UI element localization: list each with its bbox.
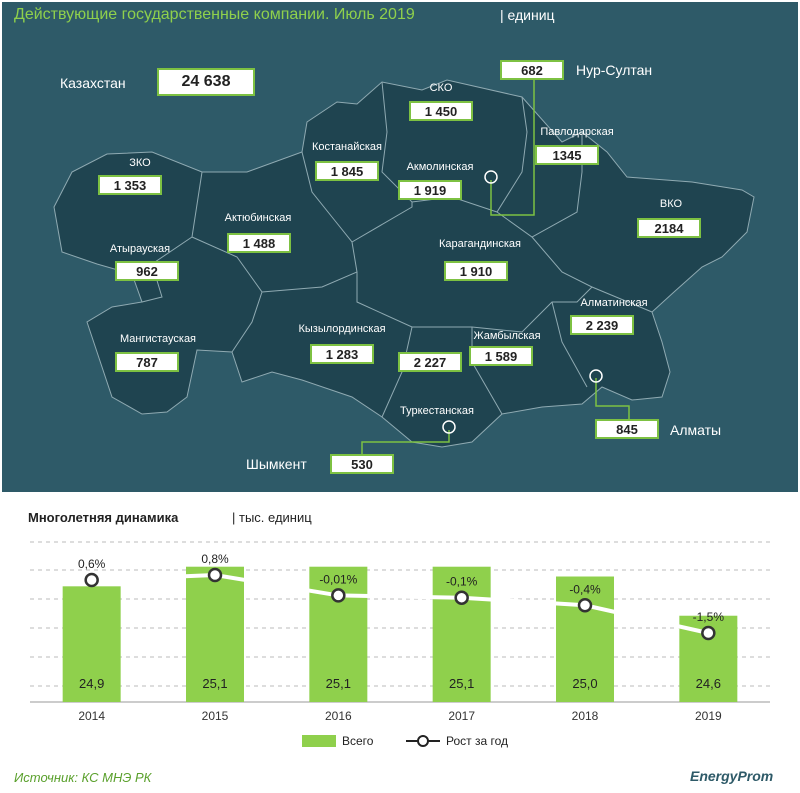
- region-name-atyrau: Атырауская: [109, 243, 171, 255]
- city-value-shymkent: 530: [330, 454, 394, 474]
- growth-point: [454, 590, 469, 605]
- x-tick-label: 2018: [572, 709, 599, 723]
- page-title: Действующие государственные компании. Ию…: [14, 6, 415, 23]
- growth-point: [207, 567, 223, 583]
- region-value-karaganda: 1 910: [444, 261, 508, 281]
- chart-unit: | тыс. единиц: [232, 510, 312, 525]
- region-value-atyrau: 962: [115, 261, 179, 281]
- region-name-kyzylorda: Кызылординская: [298, 323, 386, 335]
- bar-2014: [62, 586, 121, 702]
- growth-label: 0,8%: [201, 552, 229, 566]
- region-name-pavlodar: Павлодарская: [540, 126, 614, 138]
- bar-2017: [432, 566, 491, 702]
- region-value-zhambyl: 1 589: [469, 346, 533, 366]
- kazakhstan-map: [53, 79, 755, 457]
- region-value-aktobe: 1 488: [227, 233, 291, 253]
- region-value-akmola: 1 919: [398, 180, 462, 200]
- city-value-nur-sultan: 682: [500, 60, 564, 80]
- city-value-almaty: 845: [595, 419, 659, 439]
- region-value-turkestan: 2 227: [398, 352, 462, 372]
- growth-point: [577, 598, 593, 613]
- region-value-kyzylorda: 1 283: [310, 344, 374, 364]
- region-name-akmola: Акмолинская: [406, 161, 474, 173]
- bar-value-label: 24,9: [79, 676, 104, 691]
- region-name-turkestan: Туркестанская: [400, 405, 474, 417]
- growth-point: [84, 572, 99, 588]
- growth-point: [331, 588, 346, 603]
- region-name-almaty-region: Алматинская: [580, 297, 648, 309]
- region-name-aktobe: Актюбинская: [224, 212, 292, 224]
- page-unit: | единиц: [500, 7, 555, 23]
- city-name-almaty: Алматы: [670, 422, 722, 438]
- chart-title: Многолетняя динамика: [28, 510, 179, 525]
- chart-bars: 24,9 25,1 25,1 25,1 25,0 24,6: [62, 566, 738, 702]
- growth-label: -0,01%: [319, 572, 357, 586]
- region-borders: [131, 81, 653, 418]
- x-tick-label: 2014: [78, 709, 105, 723]
- x-tick-label: 2019: [695, 709, 722, 723]
- almaty-marker: [589, 369, 603, 383]
- city-name-nur-sultan: Нур-Султан: [576, 62, 653, 78]
- region-name-karaganda: Карагандинская: [439, 238, 521, 250]
- bar-value-label: 24,6: [696, 676, 721, 691]
- growth-label: 0,6%: [78, 557, 106, 571]
- chart-grid: [30, 541, 770, 703]
- x-tick-label: 2016: [325, 709, 352, 723]
- region-value-sko: 1 450: [409, 101, 473, 121]
- growth-label: -1,5%: [693, 610, 725, 624]
- region-value-vko: 2184: [637, 218, 701, 238]
- region-name-zhambyl: Жамбылская: [473, 330, 541, 342]
- connector-lines: [361, 80, 630, 457]
- growth-line-halo: [91, 572, 709, 635]
- region-name-zko: ЗКО: [129, 157, 151, 169]
- bar-value-label: 25,0: [572, 676, 597, 691]
- brand-logo: EnergyProm: [690, 768, 774, 784]
- region-value-pavlodar: 1345: [535, 145, 599, 165]
- region-value-zko: 1 353: [98, 175, 162, 195]
- chart-x-labels: 2014 2015 2016 2017 2018 2019: [78, 709, 722, 723]
- x-tick-label: 2015: [202, 709, 229, 723]
- region-value-kostanay: 1 845: [315, 161, 379, 181]
- growth-label: -0,4%: [569, 582, 601, 596]
- source-note: Источник: КС МНЭ РК: [14, 770, 152, 785]
- kazakhstan-total: 24 638: [157, 68, 255, 96]
- chart-legend: Всего Рост за год: [302, 734, 508, 748]
- legend-marker-growth: [417, 735, 429, 747]
- growth-point: [701, 625, 716, 641]
- bar-value-label: 25,1: [449, 676, 474, 691]
- city-name-shymkent: Шымкент: [246, 456, 307, 472]
- map-panel: [2, 2, 798, 492]
- bar-value-label: 25,1: [202, 676, 227, 691]
- growth-label: -0,1%: [446, 575, 478, 589]
- kazakhstan-label: Казахстан: [60, 75, 126, 91]
- region-name-vko: ВКО: [659, 198, 683, 210]
- region-name-kostanay: Костанайская: [311, 141, 383, 153]
- region-name-sko: СКО: [429, 82, 453, 94]
- country-shape: [53, 79, 755, 448]
- legend-label-growth: Рост за год: [446, 734, 508, 748]
- growth-line: [91, 573, 709, 635]
- chart-line: 0,6% 0,8% -0,01% -0,1% -0,4% -1,5%: [78, 552, 725, 641]
- bar-2015: [186, 566, 244, 702]
- region-name-mangystau: Мангистауская: [119, 333, 197, 345]
- x-tick-label: 2017: [448, 709, 475, 723]
- region-value-mangystau: 787: [115, 352, 179, 372]
- bar-value-label: 25,1: [326, 676, 351, 691]
- shymkent-marker: [442, 420, 456, 434]
- legend-swatch-total: [302, 735, 336, 747]
- legend-label-total: Всего: [342, 734, 374, 748]
- region-value-almaty-region: 2 239: [570, 315, 634, 335]
- nur-sultan-marker: [484, 170, 498, 184]
- dynamics-chart: 24,9 25,1 25,1 25,1 25,0 24,6 0,6% 0,8% -0,01% -…: [30, 541, 770, 748]
- bar-2018: [556, 576, 614, 702]
